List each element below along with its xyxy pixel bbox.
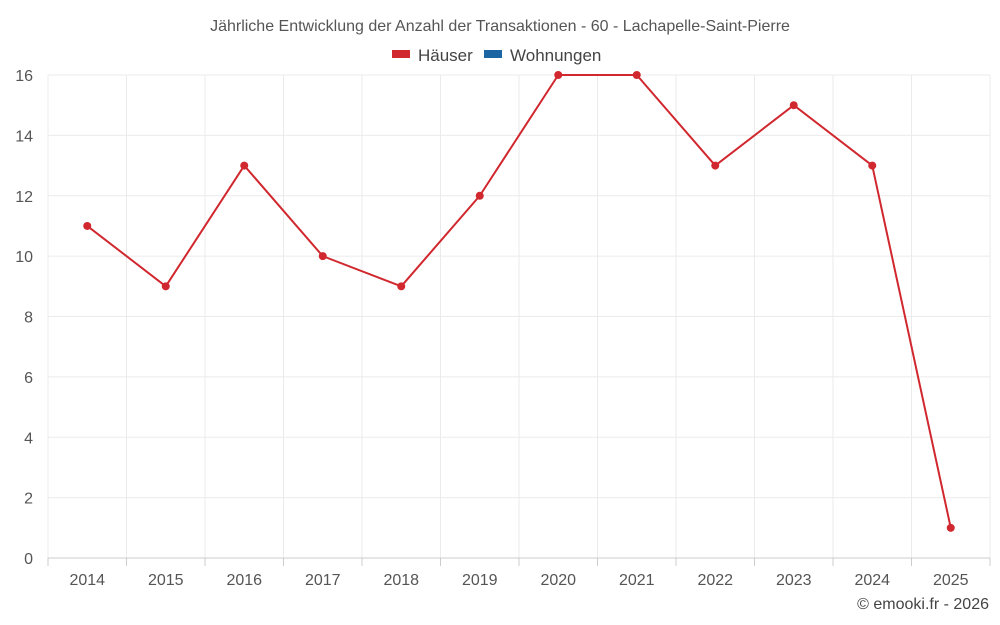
legend-swatch-wohnungen: [484, 50, 502, 58]
legend-label-wohnungen: Wohnungen: [510, 46, 601, 65]
x-tick-label-2022: 2022: [697, 572, 733, 589]
legend-label-haeuser: Häuser: [418, 46, 473, 65]
tick-labels: 0 2 4 6 8 10 12 14 16 2014 2015 2016 2017 2018 2019 202…: [15, 68, 968, 589]
x-tick-label-2025: 2025: [933, 572, 969, 589]
data-point-2018[interactable]: [397, 282, 406, 291]
x-tick-label-2023: 2023: [776, 572, 812, 589]
x-tick-label-2015: 2015: [148, 572, 184, 589]
series-line-0: [86, 74, 952, 529]
x-tick-label-2017: 2017: [305, 572, 341, 589]
data-point-2015[interactable]: [161, 282, 170, 291]
y-tick-label-16: 16: [15, 68, 33, 85]
x-tick-label-2024: 2024: [854, 572, 890, 589]
chart-title: Jährliche Entwicklung der Anzahl der Tra…: [210, 18, 790, 35]
data-point-2023[interactable]: [789, 101, 798, 110]
x-tick-label-2021: 2021: [619, 572, 655, 589]
data-point-2020[interactable]: [554, 71, 563, 79]
y-tick-label-2: 2: [24, 491, 33, 508]
y-tick-label-14: 14: [15, 128, 33, 145]
legend-swatch-haeuser: [392, 50, 410, 58]
y-tick-label-0: 0: [24, 551, 33, 568]
data-point-2021[interactable]: [632, 71, 641, 79]
y-tick-label-12: 12: [15, 189, 33, 206]
x-tick-label-2020: 2020: [540, 572, 576, 589]
data-point-2014[interactable]: [83, 221, 92, 230]
x-tick-label-2014: 2014: [69, 572, 105, 589]
axes: [47, 557, 991, 566]
data-point-2024[interactable]: [868, 161, 877, 170]
y-tick-label-4: 4: [24, 430, 33, 447]
x-tick-label-2016: 2016: [226, 572, 262, 589]
y-tick-label-10: 10: [15, 249, 33, 266]
x-tick-label-2018: 2018: [383, 572, 419, 589]
data-point-2016[interactable]: [240, 161, 249, 170]
data-point-2017[interactable]: [318, 252, 327, 261]
credit-text: © emooki.fr - 2026: [857, 596, 989, 613]
data-point-2019[interactable]: [475, 191, 484, 200]
y-tick-label-8: 8: [24, 310, 33, 327]
series: [83, 71, 955, 532]
x-tick-label-2019: 2019: [462, 572, 498, 589]
legend: Häuser Wohnungen: [392, 46, 601, 65]
data-point-2022[interactable]: [711, 161, 720, 170]
y-tick-label-6: 6: [24, 370, 33, 387]
data-point-2025[interactable]: [946, 523, 955, 532]
gridlines: [47, 74, 991, 558]
